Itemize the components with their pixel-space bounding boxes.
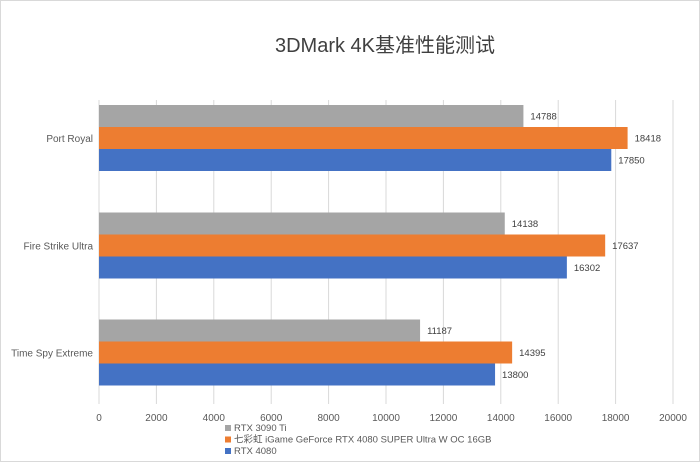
- x-tick-label: 4000: [203, 413, 226, 424]
- category-label: Fire Strike Ultra: [24, 242, 94, 253]
- legend-swatch: [225, 448, 231, 454]
- x-tick-label: 14000: [487, 413, 515, 424]
- data-label: 17637: [612, 241, 638, 252]
- x-tick-label: 10000: [372, 413, 400, 424]
- x-tick-label: 18000: [602, 413, 630, 424]
- x-tick-label: 0: [96, 413, 102, 424]
- bar: [99, 363, 496, 386]
- bar: [99, 319, 421, 342]
- data-label: 13800: [502, 370, 528, 381]
- x-tick-label: 12000: [429, 413, 457, 424]
- data-label: 14395: [519, 348, 545, 359]
- data-label: 18418: [635, 134, 661, 145]
- bar: [99, 149, 612, 171]
- bar: [99, 127, 628, 149]
- data-label: 11187: [427, 326, 452, 337]
- x-tick-label: 20000: [659, 413, 687, 424]
- legend-label: 七彩虹 iGame GeForce RTX 4080 SUPER Ultra W…: [234, 435, 491, 446]
- x-tick-label: 6000: [260, 413, 283, 424]
- category-label: Time Spy Extreme: [11, 349, 93, 360]
- x-tick-label: 16000: [544, 413, 572, 424]
- bar: [99, 256, 567, 279]
- bar: [99, 234, 606, 257]
- legend-label: RTX 3090 Ti: [234, 423, 287, 434]
- data-label: 17850: [618, 156, 644, 167]
- chart-title: 3DMark 4K基准性能测试: [275, 34, 495, 57]
- category-label: Port Royal: [46, 134, 93, 145]
- bar: [99, 212, 505, 235]
- x-tick-label: 8000: [317, 413, 340, 424]
- legend-swatch: [225, 436, 231, 443]
- x-tick-label: 2000: [145, 413, 168, 424]
- legend-swatch: [225, 425, 231, 431]
- data-label: 14788: [530, 112, 556, 123]
- data-label: 14138: [512, 219, 538, 230]
- legend-label: RTX 4080: [234, 446, 277, 457]
- bar: [99, 105, 524, 127]
- data-label: 16302: [574, 263, 600, 274]
- bar: [99, 341, 513, 364]
